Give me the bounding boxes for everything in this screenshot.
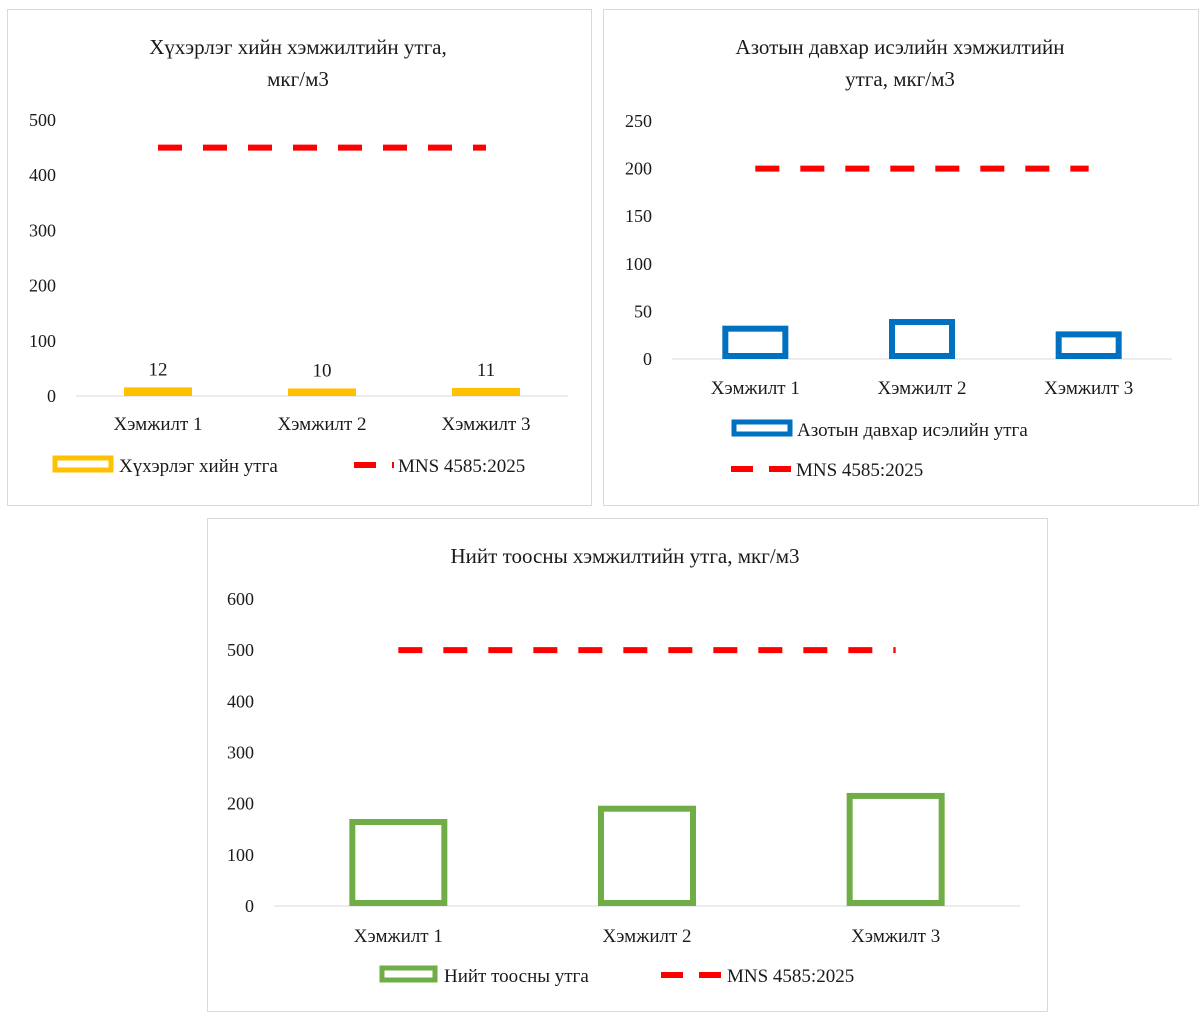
y-tick-label: 500 bbox=[29, 110, 56, 130]
y-tick-label: 400 bbox=[29, 165, 56, 185]
y-tick-label: 200 bbox=[625, 159, 652, 179]
y-tick-label: 500 bbox=[227, 640, 254, 660]
legend-bar-label: Нийт тоосны утга bbox=[444, 966, 589, 987]
bar bbox=[889, 319, 955, 359]
x-category-label: Хэмжилт 3 bbox=[851, 926, 940, 947]
legend-line-label: MNS 4585:2025 bbox=[398, 456, 525, 477]
x-category-label: Хэмжилт 3 bbox=[441, 414, 530, 435]
legend-bar-swatch bbox=[379, 965, 438, 983]
y-tick-label: 300 bbox=[227, 743, 254, 763]
chart-panel-sulfur-dioxide: Хүхэрлэг хийн хэмжилтийн утга, мкг/м3 0 100… bbox=[7, 9, 592, 506]
y-tick-label: 0 bbox=[47, 386, 56, 406]
bar bbox=[1055, 331, 1122, 359]
y-tick-label: 0 bbox=[643, 349, 652, 369]
x-category-label: Хэмжилт 2 bbox=[877, 378, 966, 399]
chart-total-dust: Нийт тоосны хэмжилтийн утга, мкг/м3 0 100 2… bbox=[227, 544, 1020, 987]
chart-title-line: Азотын давхар исэлийн хэмжилтийн bbox=[736, 35, 1065, 59]
y-tick-label: 100 bbox=[29, 331, 56, 351]
chart-panel-total-dust: Нийт тоосны хэмжилтийн утга, мкг/м3 0 100 2… bbox=[207, 518, 1048, 1012]
chart-title-line: Нийт тоосны хэмжилтийн утга, мкг/м3 bbox=[451, 544, 800, 568]
y-tick-label: 100 bbox=[227, 845, 254, 865]
legend-bar-swatch bbox=[52, 455, 114, 473]
x-category-label: Хэмжилт 2 bbox=[277, 414, 366, 435]
y-tick-label: 200 bbox=[227, 794, 254, 814]
chart-panel-nitrogen-dioxide: Азотын давхар исэлийн хэмжилтийн утга, мк… bbox=[603, 9, 1199, 506]
y-tick-label: 600 bbox=[227, 589, 254, 609]
y-tick-label: 200 bbox=[29, 276, 56, 296]
bar bbox=[722, 325, 789, 359]
bar bbox=[846, 792, 945, 906]
y-tick-label: 400 bbox=[227, 691, 254, 711]
chart-title-line: Хүхэрлэг хийн хэмжилтийн утга, bbox=[149, 35, 447, 59]
x-category-label: Хэмжилт 3 bbox=[1044, 378, 1133, 399]
legend-bar-label: Азотын давхар исэлийн утга bbox=[797, 420, 1028, 441]
chart-title-line: утга, мкг/м3 bbox=[845, 67, 955, 91]
bar bbox=[124, 387, 192, 396]
x-category-label: Хэмжилт 1 bbox=[113, 414, 202, 435]
chart-title-line: мкг/м3 bbox=[267, 67, 329, 91]
chart-sulfur-dioxide: Хүхэрлэг хийн хэмжилтийн утга, мкг/м3 0 100… bbox=[29, 35, 568, 477]
legend-bar-swatch bbox=[731, 419, 793, 437]
y-tick-label: 0 bbox=[245, 896, 254, 916]
bar bbox=[598, 805, 696, 907]
y-tick-label: 150 bbox=[625, 206, 652, 226]
bar-data-label: 11 bbox=[477, 360, 495, 381]
x-category-label: Хэмжилт 1 bbox=[711, 378, 800, 399]
y-tick-label: 50 bbox=[634, 301, 652, 321]
legend-line-label: MNS 4585:2025 bbox=[796, 460, 923, 481]
y-tick-label: 250 bbox=[625, 111, 652, 131]
chart-nitrogen-dioxide: Азотын давхар исэлийн хэмжилтийн утга, мк… bbox=[625, 35, 1172, 481]
bar-data-label: 12 bbox=[149, 359, 168, 380]
bar bbox=[452, 387, 520, 396]
bar bbox=[349, 819, 448, 906]
legend-line-label: MNS 4585:2025 bbox=[727, 966, 854, 987]
y-tick-label: 100 bbox=[625, 254, 652, 274]
legend-bar-label: Хүхэрлэг хийн утга bbox=[119, 456, 278, 477]
bar-data-label: 10 bbox=[313, 360, 332, 381]
bar bbox=[288, 388, 356, 396]
y-tick-label: 300 bbox=[29, 220, 56, 240]
x-category-label: Хэмжилт 1 bbox=[354, 926, 443, 947]
x-category-label: Хэмжилт 2 bbox=[602, 926, 691, 947]
